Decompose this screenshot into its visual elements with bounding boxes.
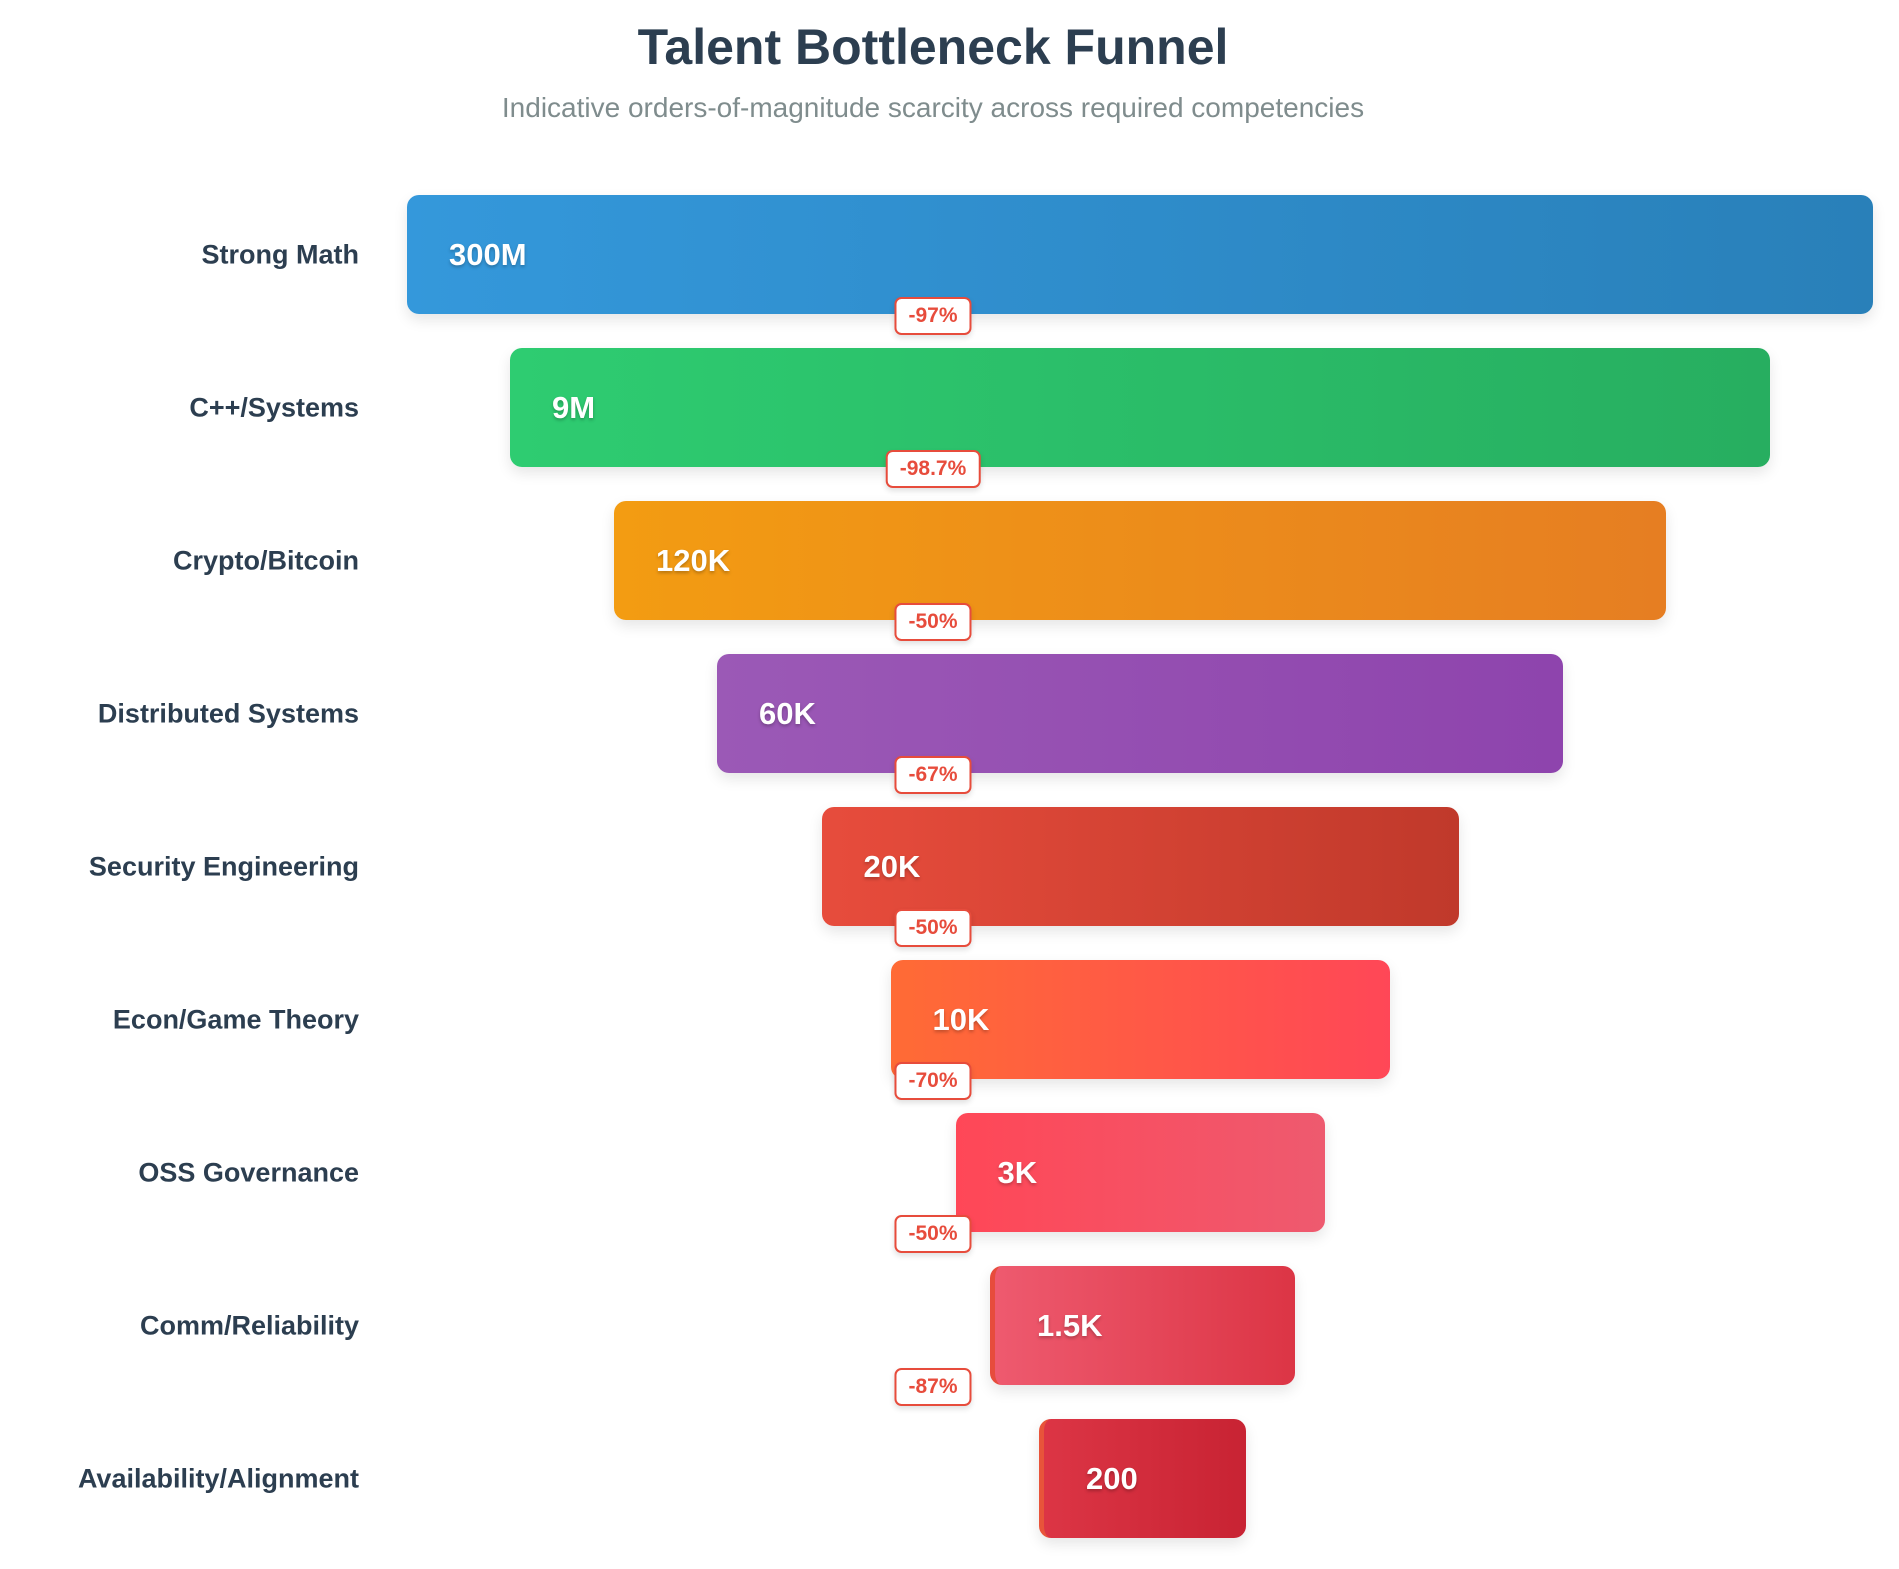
bar-value-label: 10K — [932, 1001, 990, 1037]
category-label: Crypto/Bitcoin — [173, 545, 359, 575]
funnel-bar: 3K — [955, 1113, 1325, 1232]
category-label: Distributed Systems — [97, 698, 359, 728]
funnel-bar: 9M — [510, 348, 1770, 467]
category-label: OSS Governance — [138, 1157, 359, 1187]
bar-value-label: 200 — [1086, 1460, 1138, 1496]
drop-percentage-badge: -70% — [894, 1062, 972, 1100]
bar-value-label: 60K — [759, 695, 816, 731]
drop-percentage-badge: -50% — [894, 603, 972, 641]
funnel-bar: 200 — [1039, 1419, 1246, 1538]
bar-value-label: 9M — [552, 389, 596, 425]
bar-value-label: 3K — [997, 1154, 1038, 1190]
funnel-bar: 1.5K — [990, 1266, 1295, 1385]
drop-percentage-badge: -98.7% — [885, 450, 981, 488]
funnel-bar: 120K — [614, 501, 1666, 620]
category-label: Comm/Reliability — [139, 1310, 359, 1340]
funnel-bar: 10K — [890, 960, 1390, 1079]
drop-percentage-badge: -50% — [894, 909, 972, 947]
drop-percentage-badge: -50% — [894, 1215, 972, 1253]
category-label: Security Engineering — [88, 851, 359, 881]
chart-subtitle: Indicative orders-of-magnitude scarcity … — [501, 92, 1365, 123]
category-label: Availability/Alignment — [77, 1463, 359, 1493]
drop-percentage-badge: -67% — [894, 756, 972, 794]
bar-value-label: 120K — [656, 542, 731, 578]
bar-value-label: 1.5K — [1037, 1307, 1103, 1343]
category-label: Strong Math — [201, 239, 359, 269]
funnel-bar: 300M — [407, 195, 1873, 314]
chart-title: Talent Bottleneck Funnel — [637, 19, 1229, 75]
category-label: C++/Systems — [189, 392, 359, 422]
funnel-bar: 60K — [717, 654, 1563, 773]
bar-value-label: 300M — [449, 236, 527, 272]
bar-value-label: 20K — [863, 848, 921, 884]
drop-percentage-badge: -87% — [894, 1368, 972, 1406]
funnel-bar: 20K — [821, 807, 1459, 926]
category-label: Econ/Game Theory — [112, 1004, 359, 1034]
drop-percentage-badge: -97% — [894, 297, 972, 335]
